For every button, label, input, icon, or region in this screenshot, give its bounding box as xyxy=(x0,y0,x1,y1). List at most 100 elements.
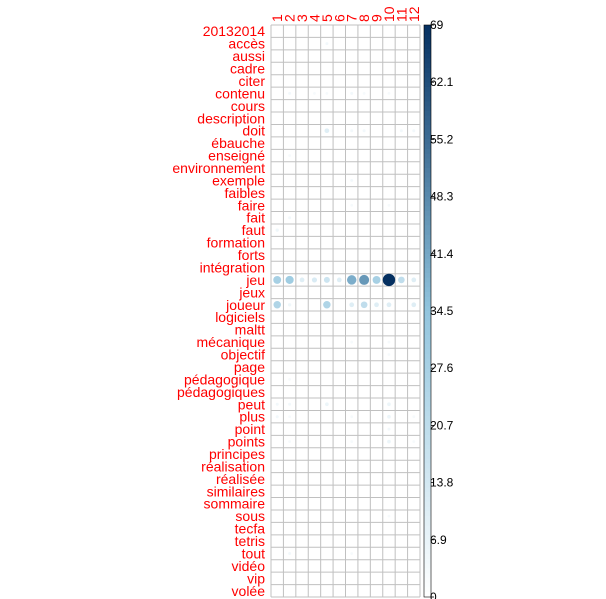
row-label: contenu xyxy=(215,85,265,101)
row-label: description xyxy=(197,110,265,126)
cell-marker xyxy=(288,440,292,443)
cell-marker xyxy=(360,301,368,309)
column-label: 1 xyxy=(269,14,285,22)
column-label: 4 xyxy=(306,14,322,22)
cell-marker xyxy=(346,275,357,285)
row-label: faire xyxy=(238,197,265,213)
colorbar-segment xyxy=(424,172,431,179)
cell-marker xyxy=(273,301,281,309)
colorbar-segment xyxy=(424,458,431,465)
colorbar-segment xyxy=(424,530,431,536)
colorbar-segment xyxy=(424,268,431,274)
colorbar-segment xyxy=(424,129,431,136)
colorbar-segment xyxy=(424,272,431,279)
colorbar-segment xyxy=(424,106,431,112)
row-label: 20132014 xyxy=(203,23,266,39)
column-label: 3 xyxy=(294,14,310,22)
colorbar-tick-label: 20.7 xyxy=(430,418,454,432)
cell-marker xyxy=(288,154,292,157)
row-label: environnement xyxy=(172,160,265,176)
colorbar-segment xyxy=(424,296,431,303)
cell-marker xyxy=(299,277,305,283)
colorbar-segment xyxy=(424,368,431,374)
column-label: 7 xyxy=(344,14,360,22)
colorbar-segment xyxy=(424,349,431,355)
row-label: similaires xyxy=(207,483,265,499)
cell-marker xyxy=(288,551,292,555)
colorbar-segment xyxy=(424,182,431,188)
row-label: exemple xyxy=(212,172,265,188)
row-label: doit xyxy=(242,123,265,139)
colorbar-segment xyxy=(424,229,431,236)
colorbar-tick-label: 6.9 xyxy=(430,533,447,547)
colorbar-segment xyxy=(424,444,431,450)
cell-marker xyxy=(387,427,391,431)
column-label: 10 xyxy=(381,6,397,22)
row-label: cours xyxy=(231,98,265,114)
colorbar-segment xyxy=(424,315,431,322)
cell-marker xyxy=(350,340,354,344)
colorbar-segment xyxy=(424,168,431,174)
row-label: cadre xyxy=(230,61,265,77)
colorbar-segment xyxy=(424,434,431,441)
cell-marker xyxy=(387,402,391,407)
colorbar-segment xyxy=(424,263,431,269)
colorbar-segment xyxy=(424,39,431,45)
row-label: points xyxy=(228,434,265,450)
row-label: tecfa xyxy=(235,521,266,537)
colorbar-segment xyxy=(424,573,431,579)
cell-marker xyxy=(324,128,330,134)
cell-marker xyxy=(311,277,318,283)
colorbar-segment xyxy=(424,115,431,121)
cell-marker xyxy=(387,203,391,207)
row-label: accès xyxy=(228,36,265,52)
colorbar-segment xyxy=(424,535,431,541)
cell-marker xyxy=(411,277,417,283)
row-label: aussi xyxy=(232,48,265,64)
row-label: principes xyxy=(209,446,265,462)
colorbar-segment xyxy=(424,392,431,398)
row-label: jeux xyxy=(238,284,265,300)
colorbar-segment xyxy=(424,425,431,431)
row-label: page xyxy=(234,359,265,375)
color-legend: 0 6.9 13.8 20.7 27.6 34.5 41.4 48.3 55.2 62.1 69 xyxy=(423,18,454,599)
cell-marker xyxy=(325,42,329,46)
row-label: sommaire xyxy=(204,496,266,512)
colorbar-segment xyxy=(424,449,431,455)
colorbar-segment xyxy=(424,67,431,74)
colorbar-segment xyxy=(424,406,431,412)
colorbar-segment xyxy=(424,353,431,360)
colorbar-segment xyxy=(424,234,431,241)
cell-marker xyxy=(323,276,330,283)
cell-marker xyxy=(350,440,354,443)
row-label: joueur xyxy=(225,297,265,313)
row-label: objectif xyxy=(221,347,265,363)
colorbar-segment xyxy=(424,334,431,341)
colorbar-segment xyxy=(424,163,431,169)
cell-marker xyxy=(275,402,279,406)
colorbar-segment xyxy=(424,506,431,512)
colorbar-segment xyxy=(424,520,431,527)
cell-marker xyxy=(359,274,370,285)
colorbar-segment xyxy=(424,515,431,522)
cell-marker xyxy=(288,377,292,381)
column-label: 9 xyxy=(369,14,385,22)
row-label: citer xyxy=(239,73,266,89)
colorbar-segment xyxy=(424,177,431,183)
colorbar-segment xyxy=(424,44,431,50)
column-label: 12 xyxy=(406,6,422,22)
colorbar-segment xyxy=(424,420,431,426)
colorbar-segment xyxy=(424,110,431,117)
row-label: réalisée xyxy=(216,471,265,487)
row-label: mécanique xyxy=(197,334,266,350)
colorbar-segment xyxy=(424,201,431,207)
colorbar-segment xyxy=(424,82,431,88)
row-label: fait xyxy=(246,210,265,226)
row-label: volée xyxy=(232,583,266,599)
colorbar-segment xyxy=(424,554,431,560)
colorbar-segment xyxy=(424,377,431,384)
colorbar-tick-label: 62.1 xyxy=(430,75,454,89)
row-label: réalisation xyxy=(201,458,265,474)
